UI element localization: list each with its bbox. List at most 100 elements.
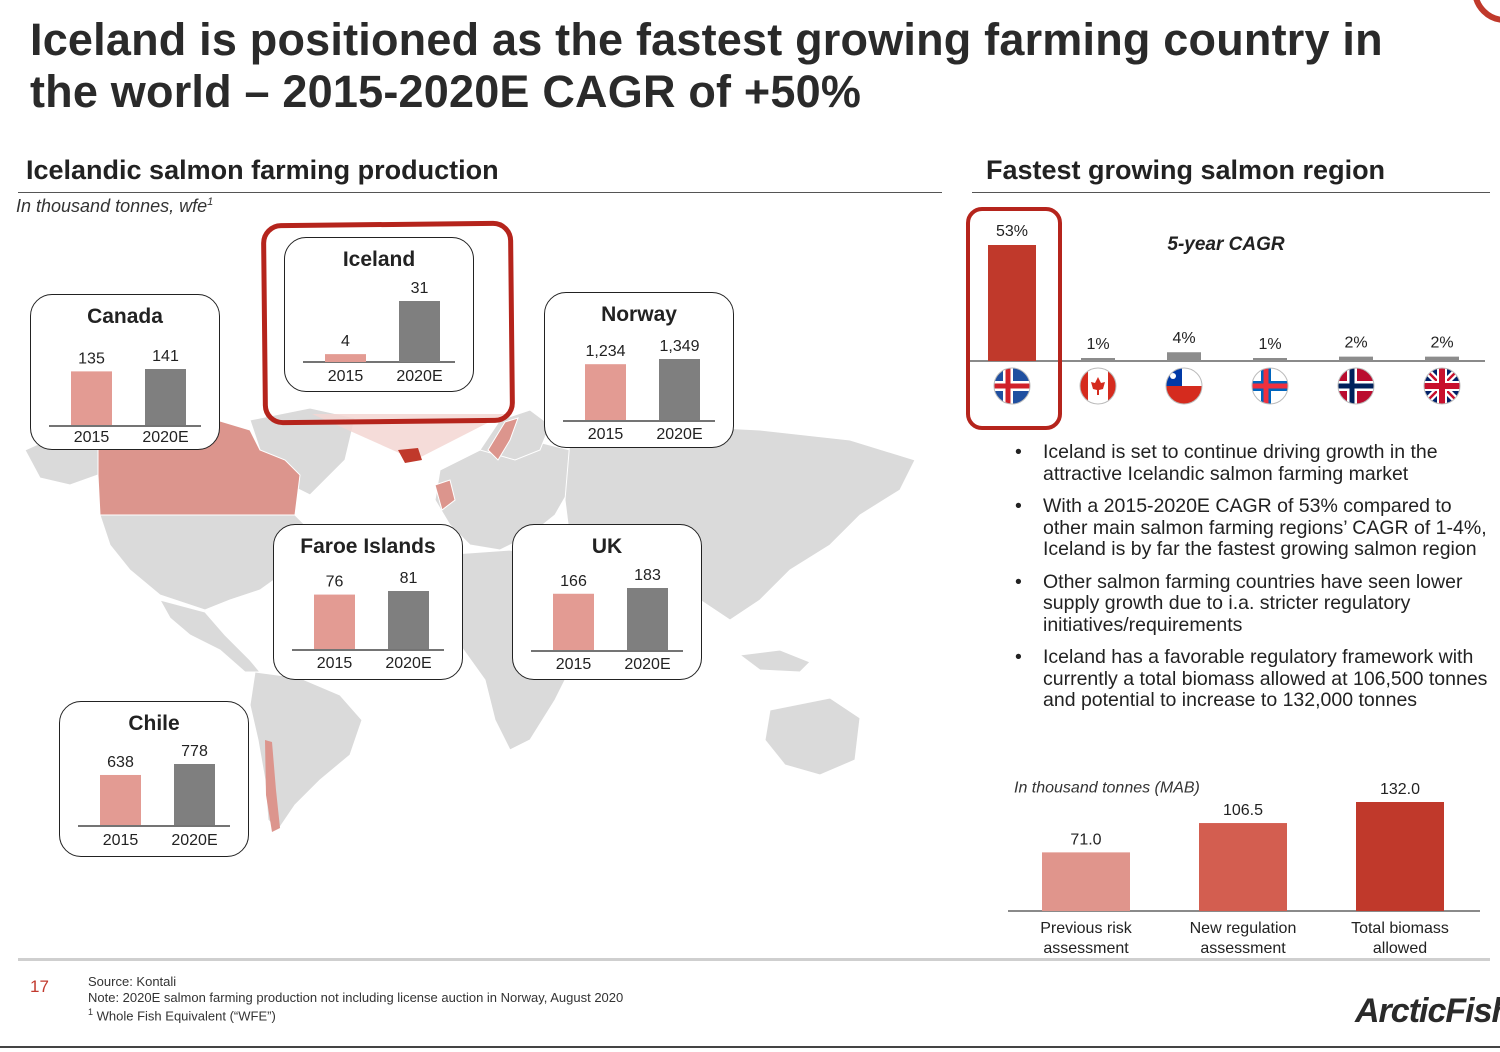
mab-bar-chart: In thousand tonnes (MAB) 71.0 Previous ris… (1008, 780, 1480, 957)
category-label: 2020E (624, 656, 670, 673)
source-note: Source: Kontali (88, 974, 177, 989)
bullet-item: With a 2015-2020E CAGR of 53% compared t… (1012, 495, 1492, 561)
category-label: 2015 (317, 655, 353, 672)
data-label: 638 (107, 754, 134, 771)
map-chile (265, 740, 280, 832)
bar (1339, 356, 1373, 361)
bar (627, 588, 668, 650)
category-label: Previous risk assessment (1040, 920, 1133, 957)
iceland-flag (993, 367, 1031, 405)
bar (1253, 358, 1287, 361)
bar (1425, 356, 1459, 361)
data-label: 135 (78, 350, 105, 367)
footnotes: Source: Kontali Note: 2020E salmon farmi… (88, 974, 623, 1024)
map-south-america (249, 671, 363, 831)
category-label: New regulation assessment (1190, 920, 1297, 957)
data-label: 31 (411, 280, 429, 297)
cagr-highlight-circle (966, 207, 1062, 430)
bar (100, 774, 141, 825)
data-label: 4% (1172, 330, 1195, 347)
data-label: 166 (560, 573, 587, 590)
bar (71, 371, 112, 425)
bullet-item: Iceland is set to continue driving growt… (1012, 441, 1492, 485)
data-label: 132.0 (1380, 781, 1420, 798)
data-label: 183 (634, 567, 661, 584)
page-title: Iceland is positioned as the fastest gro… (30, 14, 1383, 117)
category-label: Total biomass allowed (1351, 920, 1449, 957)
category-label: 2015 (74, 429, 110, 446)
faroe-islands-bar-chart: 76 2015 81 2020E (292, 570, 444, 672)
data-label: 53% (996, 223, 1028, 240)
uk-flag (1423, 367, 1461, 405)
iceland-pointer (312, 414, 505, 460)
wfe-footnote: 1 Whole Fish Equivalent (“WFE”) (88, 1007, 276, 1024)
faroe-islands-flag (1251, 367, 1289, 405)
iceland-bar-chart: 4 2015 31 2020E (303, 280, 455, 385)
data-label: 81 (400, 570, 418, 587)
cagr-bar-chart: 5-year CAGR 53% 1% 4% 1% 2% 2% (970, 223, 1485, 405)
footer-divider (18, 958, 1490, 961)
bar (1356, 802, 1444, 911)
left-section-divider (18, 192, 942, 193)
chart-title: Norway (601, 303, 677, 326)
key-points-list: Iceland is set to continue driving growt… (1012, 441, 1492, 723)
bar (659, 359, 700, 420)
category-label: 2015 (103, 832, 139, 849)
data-label: 106.5 (1223, 802, 1263, 819)
faroe-islands-chart-card: Faroe Islands 76 2015 81 2020E (273, 524, 463, 680)
iceland-highlight-circle (260, 220, 516, 426)
bar (988, 245, 1036, 361)
bar (325, 354, 366, 362)
chart-title: 5-year CAGR (1167, 234, 1284, 255)
category-label: 2020E (171, 832, 217, 849)
production-note: Note: 2020E salmon farming production no… (88, 989, 624, 1005)
canada-flag (1079, 367, 1117, 405)
bottom-border (0, 1046, 1500, 1048)
norway-chart-card: Norway 1,234 2015 1,349 2020E (544, 292, 734, 448)
canada-bar-chart: 135 2015 141 2020E (49, 348, 201, 446)
bar (1042, 852, 1130, 911)
map-central-america (158, 599, 262, 673)
bullet-item: Other salmon farming countries have seen… (1012, 571, 1492, 637)
production-unit-note: In thousand tonnes, wfe1 (16, 196, 214, 216)
data-label: 141 (152, 348, 179, 365)
data-label: 1,349 (659, 338, 699, 355)
right-section-divider (972, 192, 1490, 193)
data-label: 4 (341, 333, 350, 350)
chile-flag (1165, 367, 1203, 405)
category-label: 2020E (396, 368, 442, 385)
map-australia (764, 697, 861, 776)
arcticfish-logo: ArcticFish (1355, 992, 1500, 1031)
bar (314, 594, 355, 649)
category-label: 2015 (588, 426, 624, 443)
data-label: 1% (1086, 336, 1109, 353)
chart-title: Chile (128, 712, 180, 735)
right-section-title: Fastest growing salmon region (986, 155, 1386, 185)
data-label: 1,234 (585, 343, 625, 360)
bar (553, 593, 594, 650)
chile-bar-chart: 638 2015 778 2020E (78, 743, 230, 849)
left-section-title: Icelandic salmon farming production (26, 155, 499, 185)
category-label: 2020E (385, 655, 431, 672)
data-label: 71.0 (1070, 831, 1101, 848)
category-label: 2015 (328, 368, 364, 385)
corner-logo-icon (1473, 0, 1500, 23)
logo-text: ArcticFish (1355, 992, 1500, 1030)
bar (399, 301, 440, 362)
bar (1167, 352, 1201, 361)
data-label: 778 (181, 743, 208, 760)
uk-bar-chart: 166 2015 183 2020E (531, 567, 683, 673)
uk-chart-card: UK 166 2015 183 2020E (512, 524, 702, 680)
bullet-item: Iceland has a favorable regulatory frame… (1012, 646, 1492, 712)
data-label: 1% (1258, 336, 1281, 353)
data-label: 2% (1430, 335, 1453, 352)
bar (145, 369, 186, 425)
bar (174, 764, 215, 825)
map-indonesia (738, 649, 811, 673)
canada-chart-card: Canada 135 2015 141 2020E (30, 294, 220, 450)
map-uk (434, 479, 456, 511)
norway-flag (1337, 367, 1375, 405)
category-label: 2015 (556, 656, 592, 673)
map-iceland (398, 448, 422, 463)
map-norway (487, 417, 519, 461)
